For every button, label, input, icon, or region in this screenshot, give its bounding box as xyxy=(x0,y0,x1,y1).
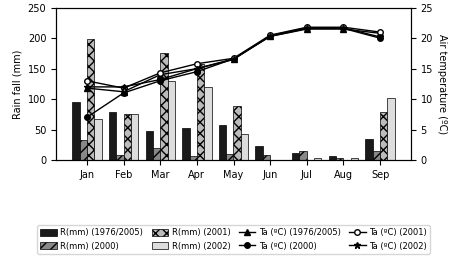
Bar xyxy=(380,112,388,160)
Bar xyxy=(131,114,138,160)
Bar xyxy=(373,151,380,160)
Bar xyxy=(109,112,116,160)
Bar xyxy=(226,154,234,160)
Bar xyxy=(123,114,131,160)
Bar xyxy=(182,128,190,160)
Bar xyxy=(79,140,87,160)
Bar xyxy=(329,156,336,160)
Bar xyxy=(234,106,241,160)
Bar xyxy=(72,101,79,160)
Bar xyxy=(292,153,299,160)
Bar xyxy=(255,146,263,160)
Bar xyxy=(336,158,344,160)
Legend: R(mm) (1976/2005), R(mm) (2000), R(mm) (2001), R(mm) (2002), Ta (ºC) (1976/2005): R(mm) (1976/2005), R(mm) (2000), R(mm) (… xyxy=(37,225,430,254)
Bar xyxy=(263,155,270,160)
Bar xyxy=(314,158,321,160)
Y-axis label: Air temperature (ºC): Air temperature (ºC) xyxy=(437,34,447,134)
Bar xyxy=(351,158,358,160)
Bar xyxy=(146,131,153,160)
Bar xyxy=(160,53,168,160)
Bar xyxy=(94,119,101,160)
Bar xyxy=(204,87,212,160)
Bar xyxy=(219,125,226,160)
Bar xyxy=(366,139,373,160)
Bar xyxy=(241,134,248,160)
Bar xyxy=(197,64,204,160)
Bar xyxy=(190,156,197,160)
Bar xyxy=(153,148,160,160)
Bar xyxy=(299,151,307,160)
Bar xyxy=(87,39,94,160)
Bar xyxy=(388,98,395,160)
Y-axis label: Rain fall (mm): Rain fall (mm) xyxy=(12,49,22,118)
Bar xyxy=(168,81,175,160)
Bar xyxy=(116,155,123,160)
